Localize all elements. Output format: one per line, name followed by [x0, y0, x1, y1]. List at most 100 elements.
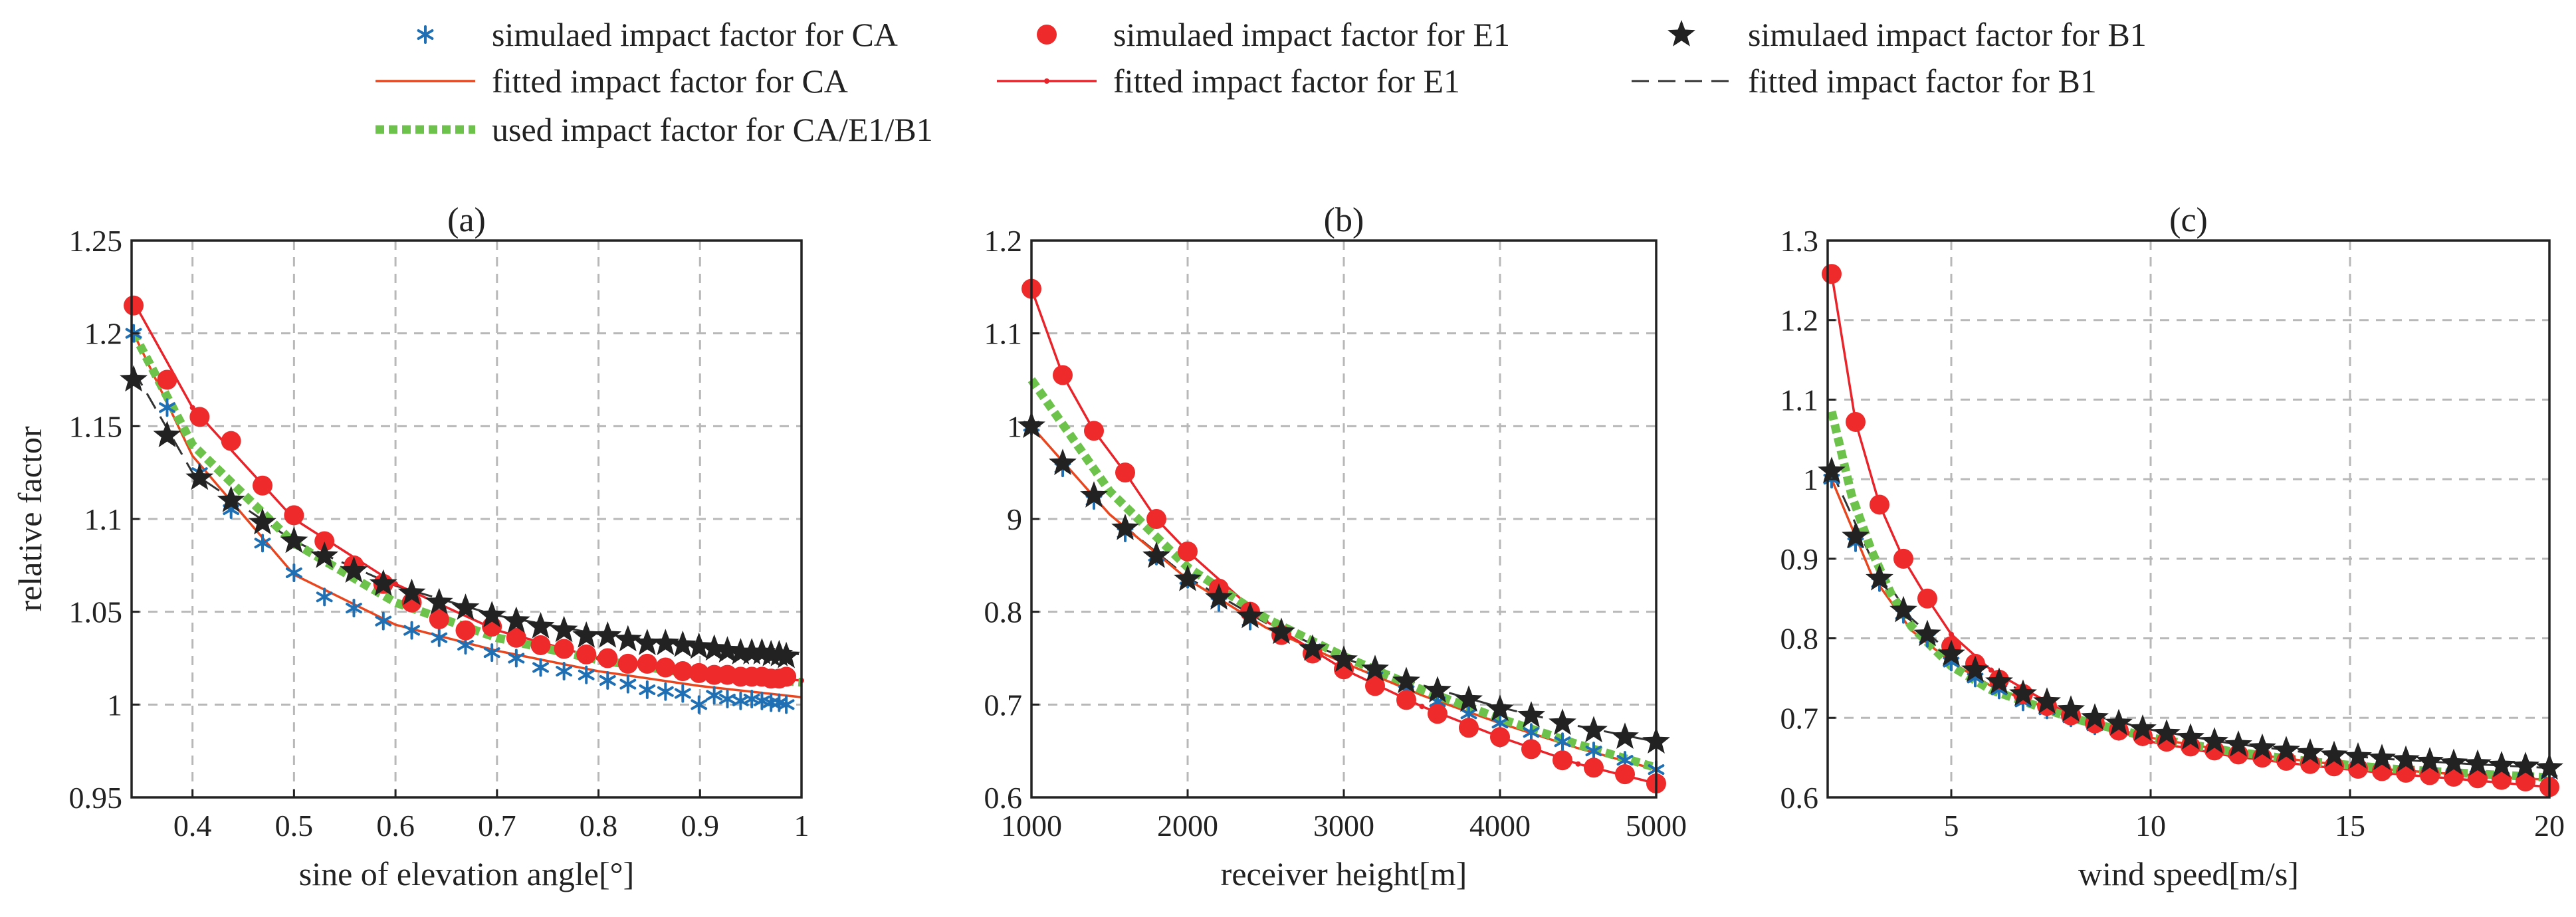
data-point-b1_sim: [2296, 738, 2324, 765]
data-point-b1_sim: [153, 421, 181, 448]
data-point-e1_sim: [429, 609, 449, 629]
y-tick-label: 9: [1007, 502, 1022, 536]
y-tick-label: 1.2: [984, 224, 1023, 258]
data-point-e1_sim: [1893, 548, 1913, 569]
series-e1_fit-c: [1829, 271, 2552, 790]
data-point-b1_sim: [2368, 744, 2396, 771]
data-point-e1_sim: [455, 620, 476, 641]
data-point-b1_sim: [2200, 727, 2228, 754]
data-point-b1_sim: [1866, 563, 1893, 591]
data-point-b1_sim: [2033, 687, 2061, 714]
panel-title-a: (a): [447, 201, 486, 239]
data-point-b1_sim: [1549, 708, 1576, 736]
legend-item-used: used impact factor for CA/E1/B1: [376, 111, 933, 148]
panel-a: 0.4 0.5 0.6 0.7 0.8 0.9 1 0.95 1 1.05 1.1 1.15 1.2 1.…: [11, 201, 809, 892]
data-point-b1_sim: [772, 641, 800, 668]
y-tick-label: 0.8: [1780, 622, 1819, 656]
data-point-ca_sim: [1523, 723, 1540, 742]
data-point-ca_sim: [719, 689, 736, 708]
x-tick-label: 0.5: [275, 809, 314, 843]
data-point-ca_sim: [316, 587, 333, 607]
data-point-ca_sim: [599, 671, 616, 690]
data-point-b1_sim: [1205, 583, 1233, 610]
legend-marker-b1_sim: [1667, 20, 1695, 47]
data-point-b1_sim: [1842, 522, 1870, 549]
data-point-e1_sim: [506, 627, 526, 648]
data-point-e1_sim: [314, 531, 335, 552]
data-point-b1_sim: [700, 634, 728, 661]
data-point-b1_sim: [2416, 747, 2444, 773]
data-point-e1_sim: [1146, 509, 1166, 529]
y-tick-label: 1.1: [984, 317, 1023, 351]
data-point-e1_sim: [554, 639, 574, 659]
y-tick-label: 0.95: [69, 781, 123, 815]
grid-c: [1828, 241, 2549, 797]
data-point-b1_sim: [1455, 685, 1483, 712]
series-line-dot-e1_fit: [393, 581, 399, 587]
x-tick-label: 20: [2534, 809, 2565, 843]
series-line-dot-e1_fit: [1949, 631, 1954, 637]
data-point-ca_sim: [674, 684, 691, 703]
data-point-b1_sim: [217, 486, 245, 512]
y-tick-label: 1.2: [84, 317, 123, 351]
data-point-e1_sim: [1917, 588, 1937, 609]
data-point-b1_sim: [2153, 719, 2181, 746]
data-point-e1_sim: [253, 475, 273, 496]
data-point-b1_sim: [2512, 752, 2539, 779]
x-tick-label: 1: [794, 809, 809, 843]
data-point-e1_sim: [1584, 758, 1604, 778]
legend: simulaed impact factor for CA simulaed im…: [376, 16, 2147, 148]
legend-label-b1_fit: fitted impact factor for B1: [1748, 62, 2097, 100]
x-tick-label: 5: [1944, 809, 1959, 843]
legend-item-ca_sim: simulaed impact factor for CA: [417, 16, 898, 53]
data-point-ca_sim: [285, 563, 302, 583]
data-point-ca_sim: [706, 686, 723, 705]
legend-item-b1_sim: simulaed impact factor for B1: [1667, 16, 2147, 53]
data-point-b1_sim: [1424, 676, 1451, 703]
data-point-ca_sim: [346, 599, 362, 618]
data-point-b1_sim: [1111, 514, 1139, 540]
data-point-ca_sim: [375, 611, 392, 631]
data-point-b1_sim: [249, 508, 276, 535]
data-point-b1_sim: [2009, 679, 2037, 706]
y-axis-title-a: relative factor: [11, 426, 49, 611]
data-point-b1_sim: [669, 630, 697, 657]
data-point-b1_sim: [451, 593, 480, 620]
y-tick-label: 1.3: [1780, 224, 1819, 258]
y-tick-label: 1.05: [69, 595, 123, 629]
legend-label-ca_fit: fitted impact factor for CA: [492, 62, 848, 100]
x-tick-label: 3000: [1313, 809, 1374, 843]
data-point-b1_sim: [2081, 703, 2109, 730]
legend-label-e1_fit: fitted impact factor for E1: [1113, 62, 1460, 100]
data-point-e1_sim: [776, 666, 797, 687]
data-point-e1_sim: [1521, 739, 1541, 760]
data-point-b1_sim: [478, 601, 506, 628]
y-tick-label: 1.15: [69, 409, 123, 443]
data-point-b1_sim: [1330, 645, 1358, 672]
data-point-b1_sim: [685, 632, 713, 659]
data-point-b1_sim: [425, 587, 453, 615]
data-point-ca_sim: [483, 643, 500, 662]
data-point-e1_sim: [673, 661, 693, 682]
data-point-b1_sim: [1267, 617, 1295, 645]
legend-marker-ca_sim: [417, 25, 434, 44]
legend-line-dot-e1_fit: [1044, 78, 1049, 84]
grid-a: [132, 241, 802, 797]
y-tick-label: 0.7: [984, 688, 1023, 722]
y-tick-label: 0.9: [1780, 542, 1819, 576]
data-point-ca_sim: [657, 682, 674, 701]
data-point-e1_sim: [1459, 718, 1479, 738]
data-point-e1_sim: [1822, 264, 1842, 284]
data-point-e1_sim: [1084, 421, 1104, 441]
data-point-e1_sim: [637, 653, 657, 674]
data-point-b1_sim: [2320, 740, 2348, 767]
data-point-b1_sim: [369, 569, 397, 596]
data-point-e1_sim: [124, 295, 144, 316]
data-point-b1_sim: [738, 638, 766, 664]
series-line-dot-e1_fit: [1419, 704, 1425, 710]
panel-title-c: (c): [2169, 201, 2208, 239]
data-point-ca_sim: [1554, 732, 1571, 752]
legend-label-ca_sim: simulaed impact factor for CA: [492, 16, 898, 53]
series-used-c: [1827, 410, 2550, 782]
y-tick-label: 0.8: [984, 595, 1023, 629]
